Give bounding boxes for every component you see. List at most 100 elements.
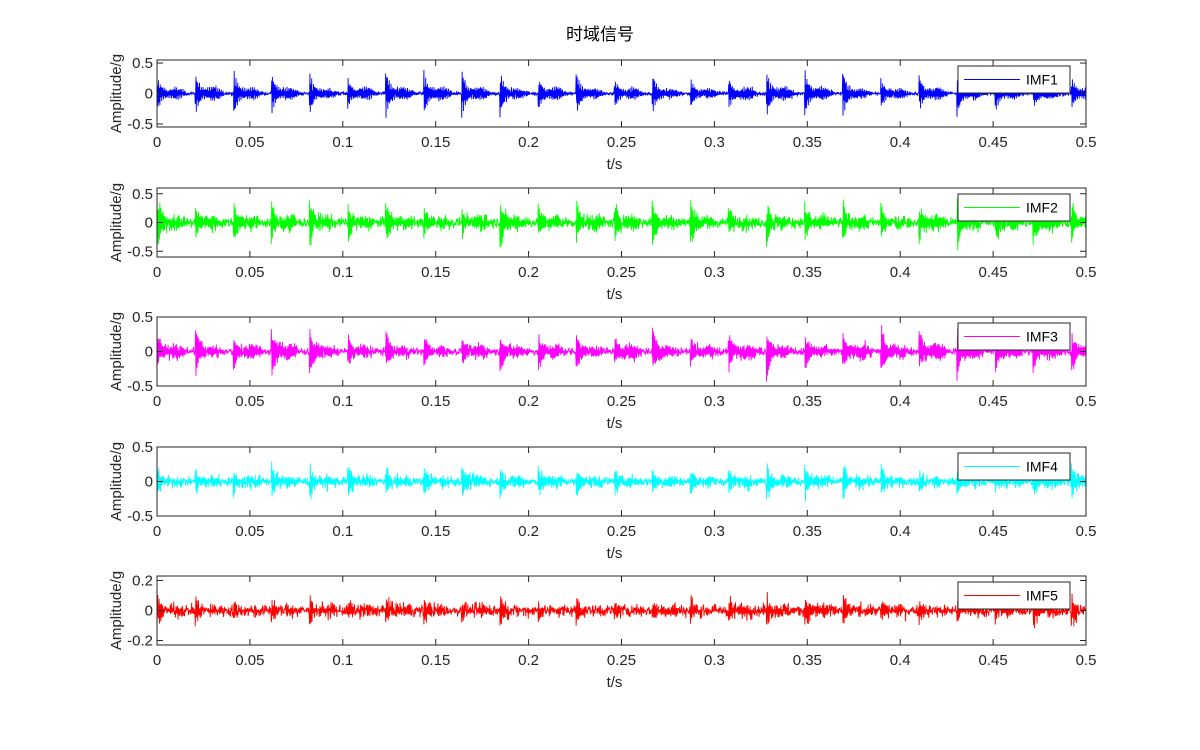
subplot-2: 0 0.05 0.1 0.15 0.2 0.25 0.3 0.35 0.4 0.45 0.5 -0.5… [108, 183, 1096, 303]
x-tick-label: 0.1 [332, 134, 353, 151]
x-tick-label: 0.15 [421, 264, 450, 281]
x-tick-label: 0.1 [332, 652, 353, 669]
y-tick-label: 0 [145, 215, 153, 232]
x-tick-label: 0.2 [518, 652, 539, 669]
x-tick-label: 0.35 [793, 393, 822, 410]
x-tick-label: 0.05 [235, 134, 264, 151]
x-axis-label: t/s [607, 545, 623, 562]
x-tick-label: 0.45 [978, 652, 1007, 669]
y-tick-label: 0.5 [132, 309, 153, 326]
x-tick-label: 0.25 [607, 523, 636, 540]
x-tick-label: 0.5 [1076, 523, 1097, 540]
x-tick-label: 0.2 [518, 393, 539, 410]
subplot-4: 0 0.05 0.1 0.15 0.2 0.25 0.3 0.35 0.4 0.45 0.5 -0.5… [108, 439, 1096, 562]
x-tick-label: 0.45 [978, 264, 1007, 281]
subplot-1: 0 0.05 0.1 0.15 0.2 0.25 0.3 0.35 0.4 0.45 0.5 -0.5… [108, 54, 1096, 173]
series-line-imf4 [157, 461, 1086, 501]
x-tick-label: 0.25 [607, 393, 636, 410]
x-tick-label: 0.2 [518, 264, 539, 281]
x-axis-label: t/s [607, 415, 623, 432]
y-tick-label: -0.5 [127, 508, 153, 525]
x-tick-label: 0.45 [978, 523, 1007, 540]
legend-label: IMF5 [1026, 588, 1058, 604]
y-axis-label: Amplitude/g [108, 571, 125, 650]
x-tick-label: 0.25 [607, 134, 636, 151]
x-tick-label: 0.45 [978, 134, 1007, 151]
x-tick-label: 0.3 [704, 523, 725, 540]
x-axis-label: t/s [607, 286, 623, 303]
x-tick-label: 0 [153, 652, 161, 669]
y-axis-label: Amplitude/g [108, 54, 125, 133]
x-tick-label: 0.5 [1076, 134, 1097, 151]
legend: IMF4 [957, 452, 1071, 481]
y-tick-label: -0.5 [127, 116, 153, 133]
x-tick-label: 0.1 [332, 264, 353, 281]
x-tick-label: 0.4 [890, 264, 911, 281]
x-tick-label: 0.35 [793, 134, 822, 151]
x-tick-label: 0.05 [235, 393, 264, 410]
y-tick-label: 0.5 [132, 186, 153, 203]
y-axis-label: Amplitude/g [108, 183, 125, 262]
legend: IMF3 [957, 322, 1071, 351]
y-tick-label: -0.2 [127, 633, 153, 650]
legend: IMF1 [957, 65, 1071, 94]
x-tick-label: 0.05 [235, 523, 264, 540]
x-tick-label: 0.25 [607, 264, 636, 281]
x-tick-label: 0.05 [235, 264, 264, 281]
subplot-3: 0 0.05 0.1 0.15 0.2 0.25 0.3 0.35 0.4 0.45 0.5 -0.5… [108, 309, 1096, 432]
x-tick-label: 0.15 [421, 134, 450, 151]
y-tick-label: 0.2 [132, 573, 153, 590]
x-tick-label: 0.5 [1076, 264, 1097, 281]
y-tick-label: 0 [145, 344, 153, 361]
x-tick-label: 0.35 [793, 264, 822, 281]
x-tick-label: 0.3 [704, 134, 725, 151]
x-tick-label: 0.5 [1076, 393, 1097, 410]
x-tick-label: 0.45 [978, 393, 1007, 410]
x-tick-label: 0.35 [793, 652, 822, 669]
x-tick-label: 0.4 [890, 134, 911, 151]
legend-label: IMF4 [1026, 459, 1058, 475]
legend-label: IMF2 [1026, 200, 1058, 216]
x-axis-label: t/s [607, 156, 623, 173]
x-tick-label: 0.5 [1076, 652, 1097, 669]
y-tick-label: 0 [145, 86, 153, 103]
x-tick-label: 0.4 [890, 523, 911, 540]
x-tick-label: 0.15 [421, 652, 450, 669]
x-tick-label: 0.1 [332, 393, 353, 410]
legend: IMF2 [957, 193, 1071, 222]
x-tick-label: 0.05 [235, 652, 264, 669]
y-tick-label: 0 [145, 474, 153, 491]
x-tick-label: 0.3 [704, 393, 725, 410]
legend-label: IMF3 [1026, 329, 1058, 345]
legend: IMF5 [957, 581, 1071, 610]
x-tick-label: 0.2 [518, 134, 539, 151]
legend-label: IMF1 [1026, 72, 1058, 88]
y-axis-label: Amplitude/g [108, 312, 125, 391]
x-tick-label: 0 [153, 134, 161, 151]
y-tick-label: -0.5 [127, 243, 153, 260]
x-tick-label: 0.15 [421, 393, 450, 410]
x-tick-label: 0.35 [793, 523, 822, 540]
x-tick-label: 0.25 [607, 652, 636, 669]
y-tick-label: 0 [145, 603, 153, 620]
series-line-imf5 [157, 591, 1086, 629]
x-tick-label: 0 [153, 393, 161, 410]
x-tick-label: 0.3 [704, 264, 725, 281]
x-axis-label: t/s [607, 674, 623, 691]
y-tick-label: -0.5 [127, 378, 153, 395]
x-tick-label: 0.3 [704, 652, 725, 669]
x-tick-label: 0.2 [518, 523, 539, 540]
x-tick-label: 0.4 [890, 652, 911, 669]
y-tick-label: 0.5 [132, 55, 153, 72]
x-tick-label: 0.1 [332, 523, 353, 540]
x-tick-label: 0 [153, 523, 161, 540]
x-tick-label: 0.15 [421, 523, 450, 540]
series-line-imf3 [157, 325, 1086, 382]
series-line-imf2 [157, 194, 1086, 251]
series-line-imf1 [157, 70, 1086, 118]
x-tick-label: 0.4 [890, 393, 911, 410]
y-tick-label: 0.5 [132, 439, 153, 456]
subplot-5: 0 0.05 0.1 0.15 0.2 0.25 0.3 0.35 0.4 0.45 0.5 -0.2… [108, 571, 1096, 691]
y-axis-label: Amplitude/g [108, 442, 125, 521]
